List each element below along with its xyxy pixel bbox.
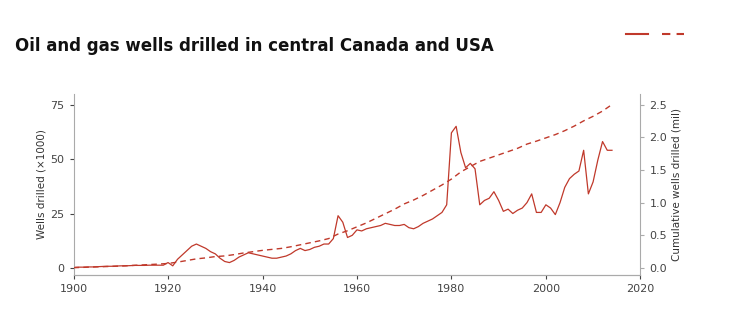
Y-axis label: Cumulative wells drilled (mil): Cumulative wells drilled (mil) (671, 108, 682, 261)
Y-axis label: Wells drilled (×1000): Wells drilled (×1000) (36, 129, 46, 239)
Text: Oil and gas wells drilled in central Canada and USA: Oil and gas wells drilled in central Can… (15, 37, 493, 56)
